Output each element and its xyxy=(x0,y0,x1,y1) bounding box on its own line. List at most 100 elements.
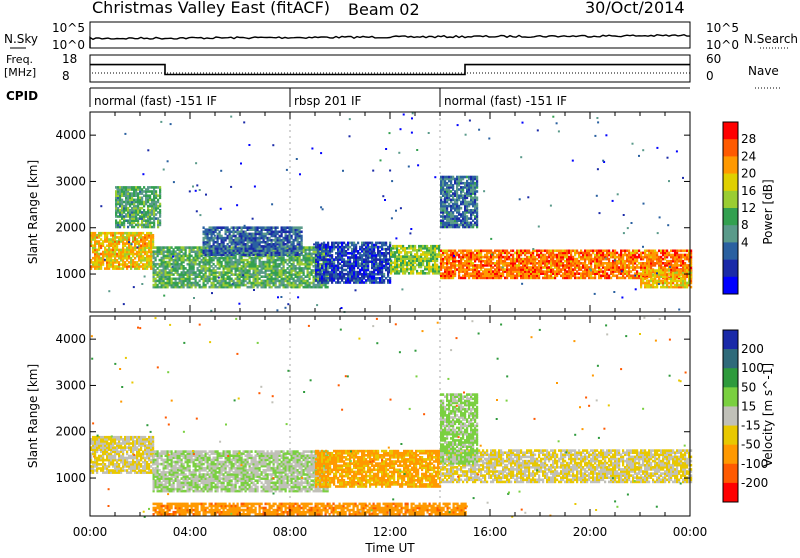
echo-cell xyxy=(460,277,462,280)
cpid-label: CPID xyxy=(6,89,38,103)
echo-cell xyxy=(245,243,247,246)
echo-cell xyxy=(426,245,428,248)
echo-cell xyxy=(297,267,299,270)
echo-cell xyxy=(132,247,134,250)
echo-cell xyxy=(159,219,161,222)
echo-cell xyxy=(247,259,249,262)
echo-cell xyxy=(271,265,273,268)
echo-cell xyxy=(119,186,121,189)
echo-cell xyxy=(201,275,203,278)
date-label: 30/Oct/2014 xyxy=(585,0,685,17)
echo-cell xyxy=(157,284,159,287)
echo-cell xyxy=(590,250,592,253)
echo-cell xyxy=(265,261,267,264)
echo-cell xyxy=(237,226,239,229)
echo-cell xyxy=(277,231,279,234)
echo-cell xyxy=(225,271,227,274)
echo-cell xyxy=(594,250,596,253)
echo-cell xyxy=(339,267,341,270)
echo-cell xyxy=(263,233,265,236)
echo-cell xyxy=(157,211,159,214)
echo-cell xyxy=(614,275,616,278)
echo-cell xyxy=(143,186,145,189)
echo-cell xyxy=(512,250,514,253)
echo-cell xyxy=(359,252,361,255)
echo-cell xyxy=(263,261,265,264)
echo-cell xyxy=(137,186,139,189)
echo-cell xyxy=(159,259,161,262)
echo-cell xyxy=(100,232,102,235)
echo-cell xyxy=(187,246,189,249)
echo-cell xyxy=(116,253,118,256)
echo-cell xyxy=(273,239,275,242)
echo-cell xyxy=(273,226,275,229)
echo-cell xyxy=(241,280,243,283)
echo-cell xyxy=(608,275,610,278)
echo-cell xyxy=(482,260,484,263)
echo-cell xyxy=(315,254,317,257)
echo-cell xyxy=(142,255,144,258)
echo-cell xyxy=(299,253,301,256)
echo-cell xyxy=(157,271,159,274)
echo-cell xyxy=(155,190,157,193)
echo-cell xyxy=(233,226,235,229)
echo-cell xyxy=(508,262,510,265)
echo-cell xyxy=(482,256,484,259)
echo-cell xyxy=(227,282,229,285)
echo-cell xyxy=(377,242,379,245)
echo-cell xyxy=(142,263,144,266)
echo-cell xyxy=(193,278,195,281)
echo-cell xyxy=(512,254,514,257)
echo-cell xyxy=(143,190,145,193)
echo-cell xyxy=(408,272,410,275)
echo-cell xyxy=(215,237,217,240)
echo-cell xyxy=(179,273,181,276)
echo-cell xyxy=(223,265,225,268)
echo-cell xyxy=(592,277,594,280)
echo-cell xyxy=(161,269,163,272)
echo-cell xyxy=(225,278,227,281)
echo-cell xyxy=(460,256,462,259)
echo-cell xyxy=(235,282,237,285)
echo-cell xyxy=(329,246,331,249)
echo-cell xyxy=(126,232,128,235)
echo-cell xyxy=(142,236,144,239)
echo-cell xyxy=(124,232,126,235)
echo-cell xyxy=(237,259,239,262)
nsearch-tick-low: 10^0 xyxy=(706,38,739,52)
echo-cell xyxy=(275,251,277,254)
echo-cell xyxy=(207,228,209,231)
echo-cell xyxy=(596,270,598,273)
echo-cell xyxy=(528,266,530,269)
echo-cell xyxy=(140,232,142,235)
echo-cell xyxy=(410,251,412,254)
echo-cell xyxy=(548,250,550,253)
echo-cell xyxy=(480,250,482,253)
echo-cell xyxy=(582,270,584,273)
echo-cell xyxy=(319,269,321,272)
echo-cell xyxy=(301,267,303,270)
echo-cell xyxy=(115,190,117,193)
echo-cell xyxy=(315,265,317,268)
echo-cell xyxy=(235,251,237,254)
echo-cell xyxy=(359,277,361,280)
nave-tick-low: 0 xyxy=(706,69,714,83)
echo-cell xyxy=(335,281,337,284)
echo-cell xyxy=(139,186,141,189)
echo-cell xyxy=(408,268,410,271)
echo-cell xyxy=(363,281,365,284)
echo-cell xyxy=(181,246,183,249)
echo-cell xyxy=(191,282,193,285)
echo-cell xyxy=(287,249,289,252)
echo-cell xyxy=(129,192,131,195)
echo-cell xyxy=(130,257,132,260)
echo-cell xyxy=(117,222,119,225)
echo-cell xyxy=(542,266,544,269)
echo-cell xyxy=(185,267,187,270)
echo-cell xyxy=(578,277,580,280)
echo-cell xyxy=(398,270,400,273)
echo-cell xyxy=(289,226,291,229)
echo-cell xyxy=(144,234,146,237)
echo-cell xyxy=(285,226,287,229)
echo-cell xyxy=(504,268,506,271)
